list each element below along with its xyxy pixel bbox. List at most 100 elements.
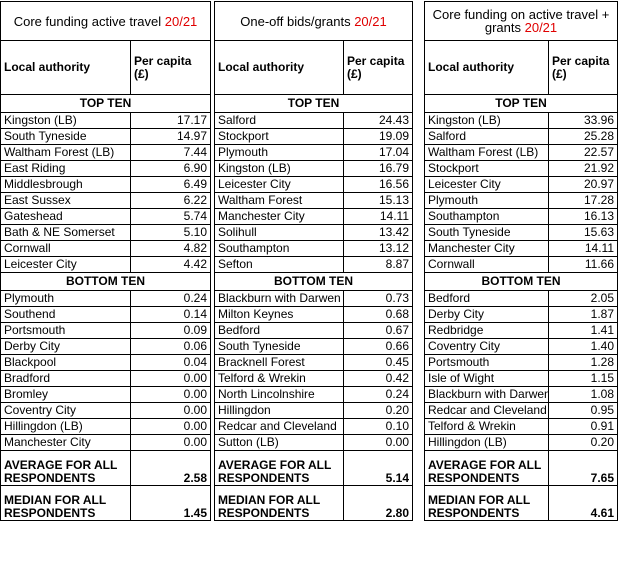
per-capita-value: 8.87 bbox=[343, 256, 413, 273]
data-row: Redbridge 1.41 bbox=[424, 322, 618, 339]
title-year: 20/21 bbox=[524, 20, 558, 35]
data-row: Blackpool 0.04 bbox=[0, 354, 211, 371]
data-row: Bath & NE Somerset 5.10 bbox=[0, 224, 211, 241]
authority-name: Kingston (LB) bbox=[0, 112, 131, 129]
summary-value: 5.14 bbox=[343, 450, 413, 486]
summary-value: 2.80 bbox=[343, 485, 413, 521]
data-row: Stockport 21.92 bbox=[424, 160, 618, 177]
authority-name: Bradford bbox=[0, 370, 131, 387]
data-row: Redcar and Cleveland 0.95 bbox=[424, 402, 618, 419]
summary-row: AVERAGE FOR ALL RESPONDENTS 5.14 bbox=[214, 450, 413, 486]
data-row: Telford & Wrekin 0.42 bbox=[214, 370, 413, 387]
per-capita-value: 15.63 bbox=[547, 224, 618, 241]
data-row: Salford 24.43 bbox=[214, 112, 413, 129]
title-text: Core funding on active travel + grants bbox=[432, 7, 610, 35]
summary-label: MEDIAN FOR ALL RESPONDENTS bbox=[424, 485, 549, 521]
data-row: Cornwall 11.66 bbox=[424, 256, 618, 273]
per-capita-value: 4.42 bbox=[130, 256, 211, 273]
title-row: Core funding on active travel + grants 2… bbox=[423, 1, 618, 41]
summary-row: MEDIAN FOR ALL RESPONDENTS 4.61 bbox=[424, 485, 618, 521]
data-row: Bromley 0.00 bbox=[0, 386, 211, 403]
per-capita-value: 1.15 bbox=[547, 370, 618, 387]
authority-name: Salford bbox=[424, 128, 549, 145]
per-capita-value: 0.20 bbox=[343, 402, 413, 419]
per-capita-value: 0.00 bbox=[130, 370, 211, 387]
authority-name: Stockport bbox=[424, 160, 549, 177]
authority-name: Salford bbox=[214, 112, 344, 129]
data-row: Leicester City 20.97 bbox=[424, 176, 618, 193]
per-capita-value: 0.04 bbox=[130, 354, 211, 371]
per-capita-value: 1.40 bbox=[547, 338, 618, 355]
title-text: One-off bids/grants bbox=[240, 13, 351, 29]
data-row: Leicester City 16.56 bbox=[214, 176, 413, 193]
per-capita-value: 14.11 bbox=[547, 240, 618, 257]
authority-name: East Riding bbox=[0, 160, 131, 177]
per-capita-value: 0.24 bbox=[343, 386, 413, 403]
authority-name: Middlesbrough bbox=[0, 176, 131, 193]
authority-name: Kingston (LB) bbox=[424, 112, 549, 129]
data-row: Hillingdon (LB) 0.00 bbox=[0, 418, 211, 435]
data-row: Solihull 13.42 bbox=[214, 224, 413, 241]
section-row: TOP TEN bbox=[214, 94, 413, 113]
title-row: Core funding active travel 20/21 bbox=[0, 1, 211, 41]
per-capita-value: 6.49 bbox=[130, 176, 211, 193]
per-capita-value: 0.91 bbox=[547, 418, 618, 435]
data-row: Southampton 16.13 bbox=[424, 208, 618, 225]
summary-value: 2.58 bbox=[130, 450, 211, 486]
title-row: One-off bids/grants 20/21 bbox=[214, 1, 413, 41]
authority-name: Hillingdon (LB) bbox=[424, 434, 549, 451]
per-capita-value: 33.96 bbox=[547, 112, 618, 129]
data-table: Core funding active travel 20/21 Local au… bbox=[0, 1, 211, 521]
authority-name: Cornwall bbox=[424, 256, 549, 273]
data-row: Manchester City 14.11 bbox=[424, 240, 618, 257]
per-capita-value: 24.43 bbox=[343, 112, 413, 129]
per-capita-value: 5.10 bbox=[130, 224, 211, 241]
per-capita-value: 25.28 bbox=[547, 128, 618, 145]
title-year: 20/21 bbox=[164, 13, 198, 29]
data-row: South Tyneside 15.63 bbox=[424, 224, 618, 241]
per-capita-value: 1.41 bbox=[547, 322, 618, 339]
authority-name: Hillingdon (LB) bbox=[0, 418, 131, 435]
summary-label: AVERAGE FOR ALL RESPONDENTS bbox=[0, 450, 131, 486]
authority-name: Sefton bbox=[214, 256, 344, 273]
authority-name: Derby City bbox=[0, 338, 131, 355]
summary-value: 7.65 bbox=[547, 450, 618, 486]
data-row: Salford 25.28 bbox=[424, 128, 618, 145]
authority-name: Isle of Wight bbox=[424, 370, 549, 387]
per-capita-value: 1.08 bbox=[547, 386, 618, 403]
data-row: Waltham Forest 15.13 bbox=[214, 192, 413, 209]
per-capita-value: 17.28 bbox=[547, 192, 618, 209]
data-row: Derby City 1.87 bbox=[424, 306, 618, 323]
authority-name: Solihull bbox=[214, 224, 344, 241]
per-capita-value: 15.13 bbox=[343, 192, 413, 209]
per-capita-value: 0.06 bbox=[130, 338, 211, 355]
data-row: Middlesbrough 6.49 bbox=[0, 176, 211, 193]
per-capita-value: 13.42 bbox=[343, 224, 413, 241]
per-capita-value: 20.97 bbox=[547, 176, 618, 193]
data-row: Portsmouth 1.28 bbox=[424, 354, 618, 371]
summary-label: AVERAGE FOR ALL RESPONDENTS bbox=[424, 450, 549, 486]
section-label: BOTTOM TEN bbox=[0, 272, 211, 291]
authority-name: Kingston (LB) bbox=[214, 160, 344, 177]
authority-name: Waltham Forest bbox=[214, 192, 344, 209]
data-row: Derby City 0.06 bbox=[0, 338, 211, 355]
authority-name: South Tyneside bbox=[214, 338, 344, 355]
authority-name: Plymouth bbox=[424, 192, 549, 209]
data-row: Telford & Wrekin 0.91 bbox=[424, 418, 618, 435]
authority-name: South Tyneside bbox=[424, 224, 549, 241]
column-header: Local authority bbox=[214, 40, 344, 95]
section-row: BOTTOM TEN bbox=[423, 272, 618, 291]
summary-label: MEDIAN FOR ALL RESPONDENTS bbox=[0, 485, 131, 521]
data-row: South Tyneside 14.97 bbox=[0, 128, 211, 145]
summary-label: AVERAGE FOR ALL RESPONDENTS bbox=[214, 450, 344, 486]
authority-name: Coventry City bbox=[424, 338, 549, 355]
per-capita-value: 0.10 bbox=[343, 418, 413, 435]
section-label: BOTTOM TEN bbox=[214, 272, 413, 291]
data-row: North Lincolnshire 0.24 bbox=[214, 386, 413, 403]
authority-name: Leicester City bbox=[214, 176, 344, 193]
data-row: Isle of Wight 1.15 bbox=[424, 370, 618, 387]
data-row: East Riding 6.90 bbox=[0, 160, 211, 177]
data-row: Manchester City 14.11 bbox=[214, 208, 413, 225]
data-row: Kingston (LB) 16.79 bbox=[214, 160, 413, 177]
